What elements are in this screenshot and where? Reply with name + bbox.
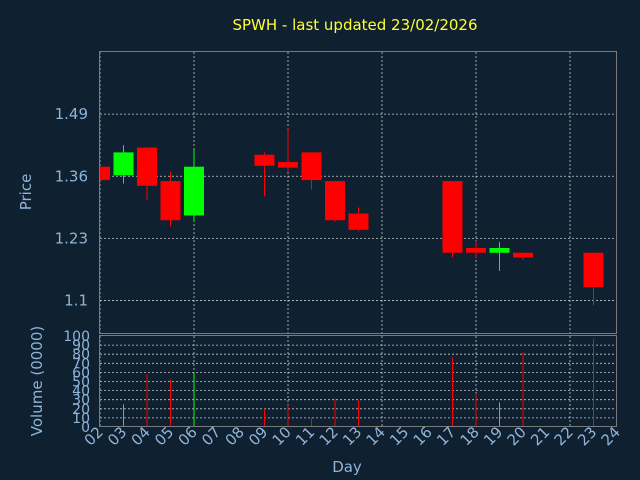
candle-body <box>278 161 298 168</box>
price-plot-frame <box>99 51 617 334</box>
candle <box>301 152 322 190</box>
volume-grid <box>99 336 616 427</box>
volume-tick-label: 40 <box>72 384 90 400</box>
volume-tick-label: 10 <box>72 411 90 427</box>
volume-bars <box>123 338 594 427</box>
volume-tick-label: 30 <box>72 393 90 409</box>
candle-body <box>583 252 604 288</box>
candle-body <box>160 181 181 221</box>
candle <box>348 207 369 232</box>
candle <box>254 152 275 197</box>
candle-body <box>466 247 486 253</box>
candle <box>137 147 157 201</box>
candle <box>278 128 298 172</box>
candle <box>442 181 463 258</box>
candle-body <box>100 166 110 181</box>
candle <box>489 242 510 271</box>
price-tick-label: 1.36 <box>55 167 88 185</box>
price-y-ticks: 1.1 1.23 1.36 1.49 <box>55 105 88 309</box>
candle <box>160 171 181 227</box>
chart-title: SPWH - last updated 23/02/2026 <box>232 16 477 34</box>
candle <box>583 252 604 306</box>
volume-tick-label: 60 <box>72 365 90 381</box>
volume-plot-frame <box>99 335 617 427</box>
volume-tick-label: 80 <box>72 347 90 363</box>
volume-axis-label: Volume (0000) <box>28 326 46 436</box>
candle-body <box>513 252 533 258</box>
candle-body <box>137 147 157 186</box>
volume-tick-label: 0 <box>81 420 90 436</box>
candle-body <box>113 152 134 176</box>
volume-tick-label: 90 <box>72 338 90 354</box>
price-tick-label: 1.49 <box>55 105 88 123</box>
x-axis-label: Day <box>332 458 362 476</box>
candle <box>325 181 345 222</box>
candle-body <box>489 247 510 253</box>
candle-body <box>348 213 369 230</box>
price-axis-label: Price <box>17 174 35 211</box>
candle <box>113 145 134 184</box>
candles <box>99 128 604 306</box>
volume-tick-label: 20 <box>72 402 90 418</box>
price-tick-label: 1.1 <box>64 292 88 310</box>
candle <box>513 252 533 260</box>
volume-tick-label: 50 <box>72 375 90 391</box>
candle-body <box>301 152 322 181</box>
candle <box>466 240 486 258</box>
price-tick-label: 1.23 <box>55 229 88 247</box>
candle <box>184 149 204 222</box>
x-ticks: 0203040506070809101112131415161718192021… <box>81 423 624 449</box>
volume-tick-label: 70 <box>72 356 90 372</box>
candle-body <box>442 181 463 253</box>
candle-body <box>325 181 345 221</box>
volume-tick-label: 100 <box>63 329 90 345</box>
candle-body <box>184 166 204 216</box>
candle-body <box>254 154 275 166</box>
candle <box>99 166 110 181</box>
